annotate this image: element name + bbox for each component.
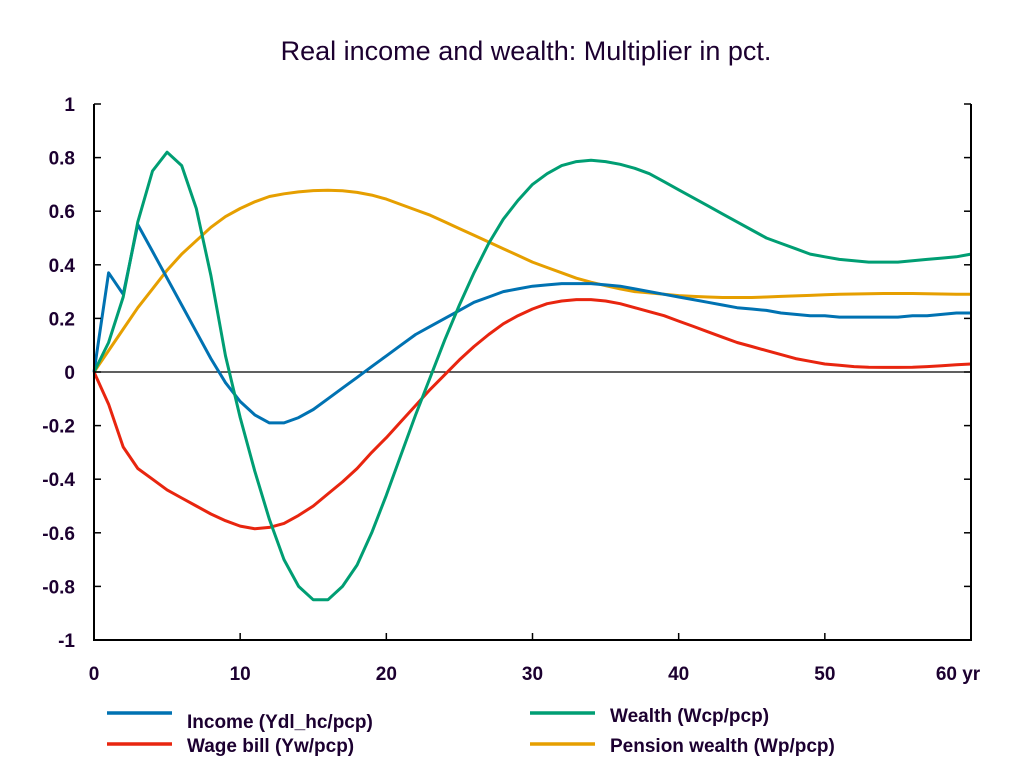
chart-title: Real income and wealth: Multiplier in pc… [281, 36, 772, 66]
y-tick-label: 0.8 [49, 149, 75, 170]
plot-area: 1 0.8 0.6 0.4 0.2 0 -0.2 -0.4 -0.6 -0.8 -1 0 10 20 30… [42, 95, 981, 685]
legend: Income (Ydl_hc/pcp) Wage bill (Yw/pcp) W… [107, 706, 835, 757]
series-line-wage-bill [92, 298, 972, 531]
x-tick-label: 60 yr [936, 664, 981, 685]
y-tick-label: -0.8 [42, 577, 75, 598]
legend-item-wealth: Wealth (Wcp/pcp) [530, 706, 769, 727]
y-tick-label: 0 [64, 363, 75, 384]
x-tick-label: 10 [230, 664, 251, 685]
y-tick-label: 1 [64, 95, 75, 116]
axis-ticks [94, 103, 971, 641]
y-tick-label: -0.2 [42, 417, 75, 438]
y-tick-label: 0.2 [49, 309, 75, 330]
x-tick-label: 20 [376, 664, 397, 685]
legend-label-pension-wealth: Pension wealth (Wp/pcp) [610, 736, 835, 757]
series-group [92, 150, 972, 602]
legend-item-wage-bill: Wage bill (Yw/pcp) [107, 736, 354, 757]
x-tick-label: 50 [814, 664, 835, 685]
y-tick-label: -1 [58, 631, 75, 652]
y-tick-label: -0.6 [42, 524, 75, 545]
y-tick-labels: 1 0.8 0.6 0.4 0.2 0 -0.2 -0.4 -0.6 -0.8 -1 [42, 95, 75, 652]
legend-item-income: Income (Ydl_hc/pcp) [107, 711, 373, 733]
x-tick-label: 30 [522, 664, 543, 685]
legend-label-wage-bill: Wage bill (Yw/pcp) [187, 736, 354, 757]
x-tick-labels: 0 10 20 30 40 50 60 yr [89, 664, 981, 685]
x-tick-label: 0 [89, 664, 100, 685]
legend-item-pension-wealth: Pension wealth (Wp/pcp) [530, 736, 835, 757]
series-line-pension-wealth [92, 188, 971, 373]
series-line-wealth [92, 150, 972, 602]
y-tick-label: 0.4 [49, 256, 76, 277]
legend-label-income: Income (Ydl_hc/pcp) [187, 712, 373, 733]
series-line-income [92, 223, 971, 425]
legend-label-wealth: Wealth (Wcp/pcp) [610, 706, 769, 727]
x-tick-label: 40 [668, 664, 689, 685]
y-tick-label: -0.4 [42, 470, 75, 491]
y-tick-label: 0.6 [49, 202, 75, 223]
